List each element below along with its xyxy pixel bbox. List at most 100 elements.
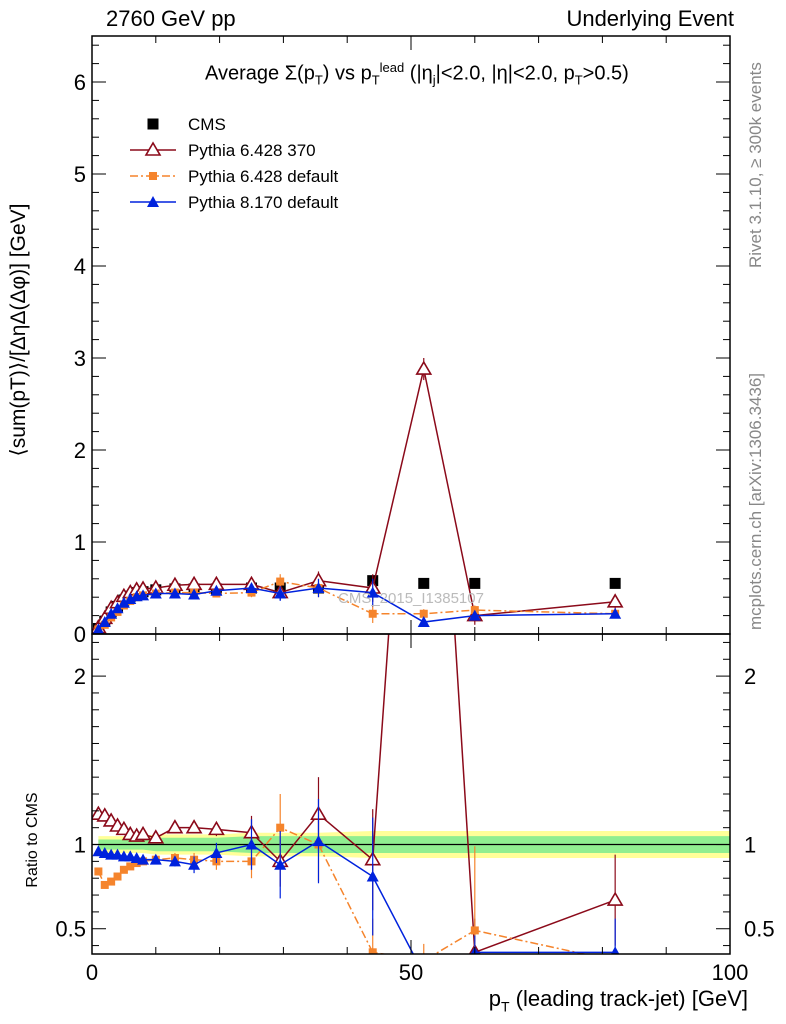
data-point [98,616,111,628]
ratio-series-pythia-8-170-default [92,799,620,954]
rivet-version-label: Rivet 3.1.10, ≥ 300k events [746,62,765,268]
data-point [188,588,201,600]
data-point [368,609,377,618]
ratio-point [245,838,258,850]
ratio-point [137,853,150,865]
data-point [606,593,624,608]
data-point [418,577,430,589]
mcplots-reference-label: mcplots.cern.ch [arXiv:1306.3436] [746,372,765,630]
ratio-point [134,825,152,841]
y-tick-label: 4 [74,254,86,279]
data-point [469,577,481,589]
ratio-point [274,858,287,870]
series-pythia-8-170-default [92,578,622,634]
ratio-y-tick-label: 0.5 [55,917,86,942]
ratio-frame [91,633,731,955]
data-point [609,607,622,619]
ratio-point [470,926,479,935]
ratio-y-tick-label-right: 0.5 [744,917,775,942]
legend-label: Pythia 6.428 370 [188,141,316,160]
data-point [415,360,433,375]
legend-label: Pythia 8.170 default [188,193,339,212]
data-point [137,589,150,601]
y-axis-label-ratio: Ratio to CMS [24,792,41,888]
data-point [468,609,481,621]
data-point [245,582,258,593]
ratio-plot-series [92,130,624,965]
ratio-y-tick-label-right: 1 [744,833,756,858]
ratio-point [132,859,141,868]
ratio-point [276,823,285,832]
y-tick-label: 3 [74,346,86,371]
y-tick-label: 0 [74,622,86,647]
ratio-point [147,829,165,844]
data-point [92,623,105,634]
y-tick-label: 5 [74,162,86,187]
legend-marker [144,141,162,156]
legend-marker [149,172,157,180]
ratio-y-tick-label: 1 [74,833,86,858]
ratio-point [149,853,162,865]
header-energy-label: 2760 GeV pp [106,6,236,31]
x-tick-label: 100 [712,960,749,985]
data-point [117,596,130,608]
legend-marker [147,118,159,130]
ratio-point [606,891,624,906]
data-point [419,609,428,618]
data-point [274,587,287,599]
ratio-point [417,130,431,142]
ratio-point [366,870,379,882]
ratio-point [107,877,116,886]
y-tick-label: 6 [74,70,86,95]
ratio-point [208,820,225,836]
legend-entry: CMS [147,115,226,134]
ratio-point [368,948,377,954]
legend-entry: Pythia 6.428 370 [130,141,316,160]
y-tick-label: 2 [74,438,86,463]
data-point [210,584,223,596]
ratio-point [610,946,620,954]
ratio-point [185,819,203,834]
legend-label: CMS [188,115,226,134]
y-tick-label: 1 [74,530,86,555]
legend-entry: Pythia 6.428 default [130,167,339,186]
analysis-watermark: CMS_2015_I1385107 [338,590,484,607]
data-point [417,616,430,628]
x-tick-label: 50 [399,960,423,985]
ratio-point [312,835,325,847]
ratio-point [188,858,201,870]
data-point [111,602,124,614]
legend-marker [147,196,159,207]
ratio-point [119,865,128,874]
plot-title: Average Σ(pT) vs pTlead (|ηj|<2.0, |η|<2… [205,60,629,88]
header-process-label: Underlying Event [566,6,734,31]
data-point [366,586,379,598]
data-point [168,587,181,599]
data-point [609,577,621,589]
legend: CMS Pythia 6.428 370 Pythia 6.428 default P… [130,115,339,212]
axis-ticks: 0 1 2 3 4 5 6 0 50 100 0.5 0.5 1 1 2 2 [55,36,775,985]
ratio-y-tick-label-right: 2 [744,664,756,689]
ratio-point [611,957,619,965]
ratio-point [166,819,184,834]
data-point [276,577,285,586]
legend-entry: Pythia 8.170 default [130,193,339,212]
data-point [312,582,325,593]
y-axis-label-main: ⟨sum(pT)⟩/[ΔηΔ(Δφ)] [GeV] [7,203,30,457]
ratio-point [210,846,223,858]
ratio-point [113,872,122,881]
ratio-point [168,855,181,867]
data-point [124,593,137,605]
ratio-y-tick-label: 2 [74,664,86,689]
data-point [185,575,203,591]
main-plot-series [92,358,624,634]
data-point [105,607,118,619]
ratio-point [126,862,135,871]
x-tick-label: 0 [86,960,98,985]
x-axis-label: pT (leading track-jet) [GeV] [488,986,748,1015]
ratio-point [100,880,109,889]
data-point [149,587,162,599]
legend-label: Pythia 6.428 default [188,167,339,186]
ratio-point [94,867,103,876]
